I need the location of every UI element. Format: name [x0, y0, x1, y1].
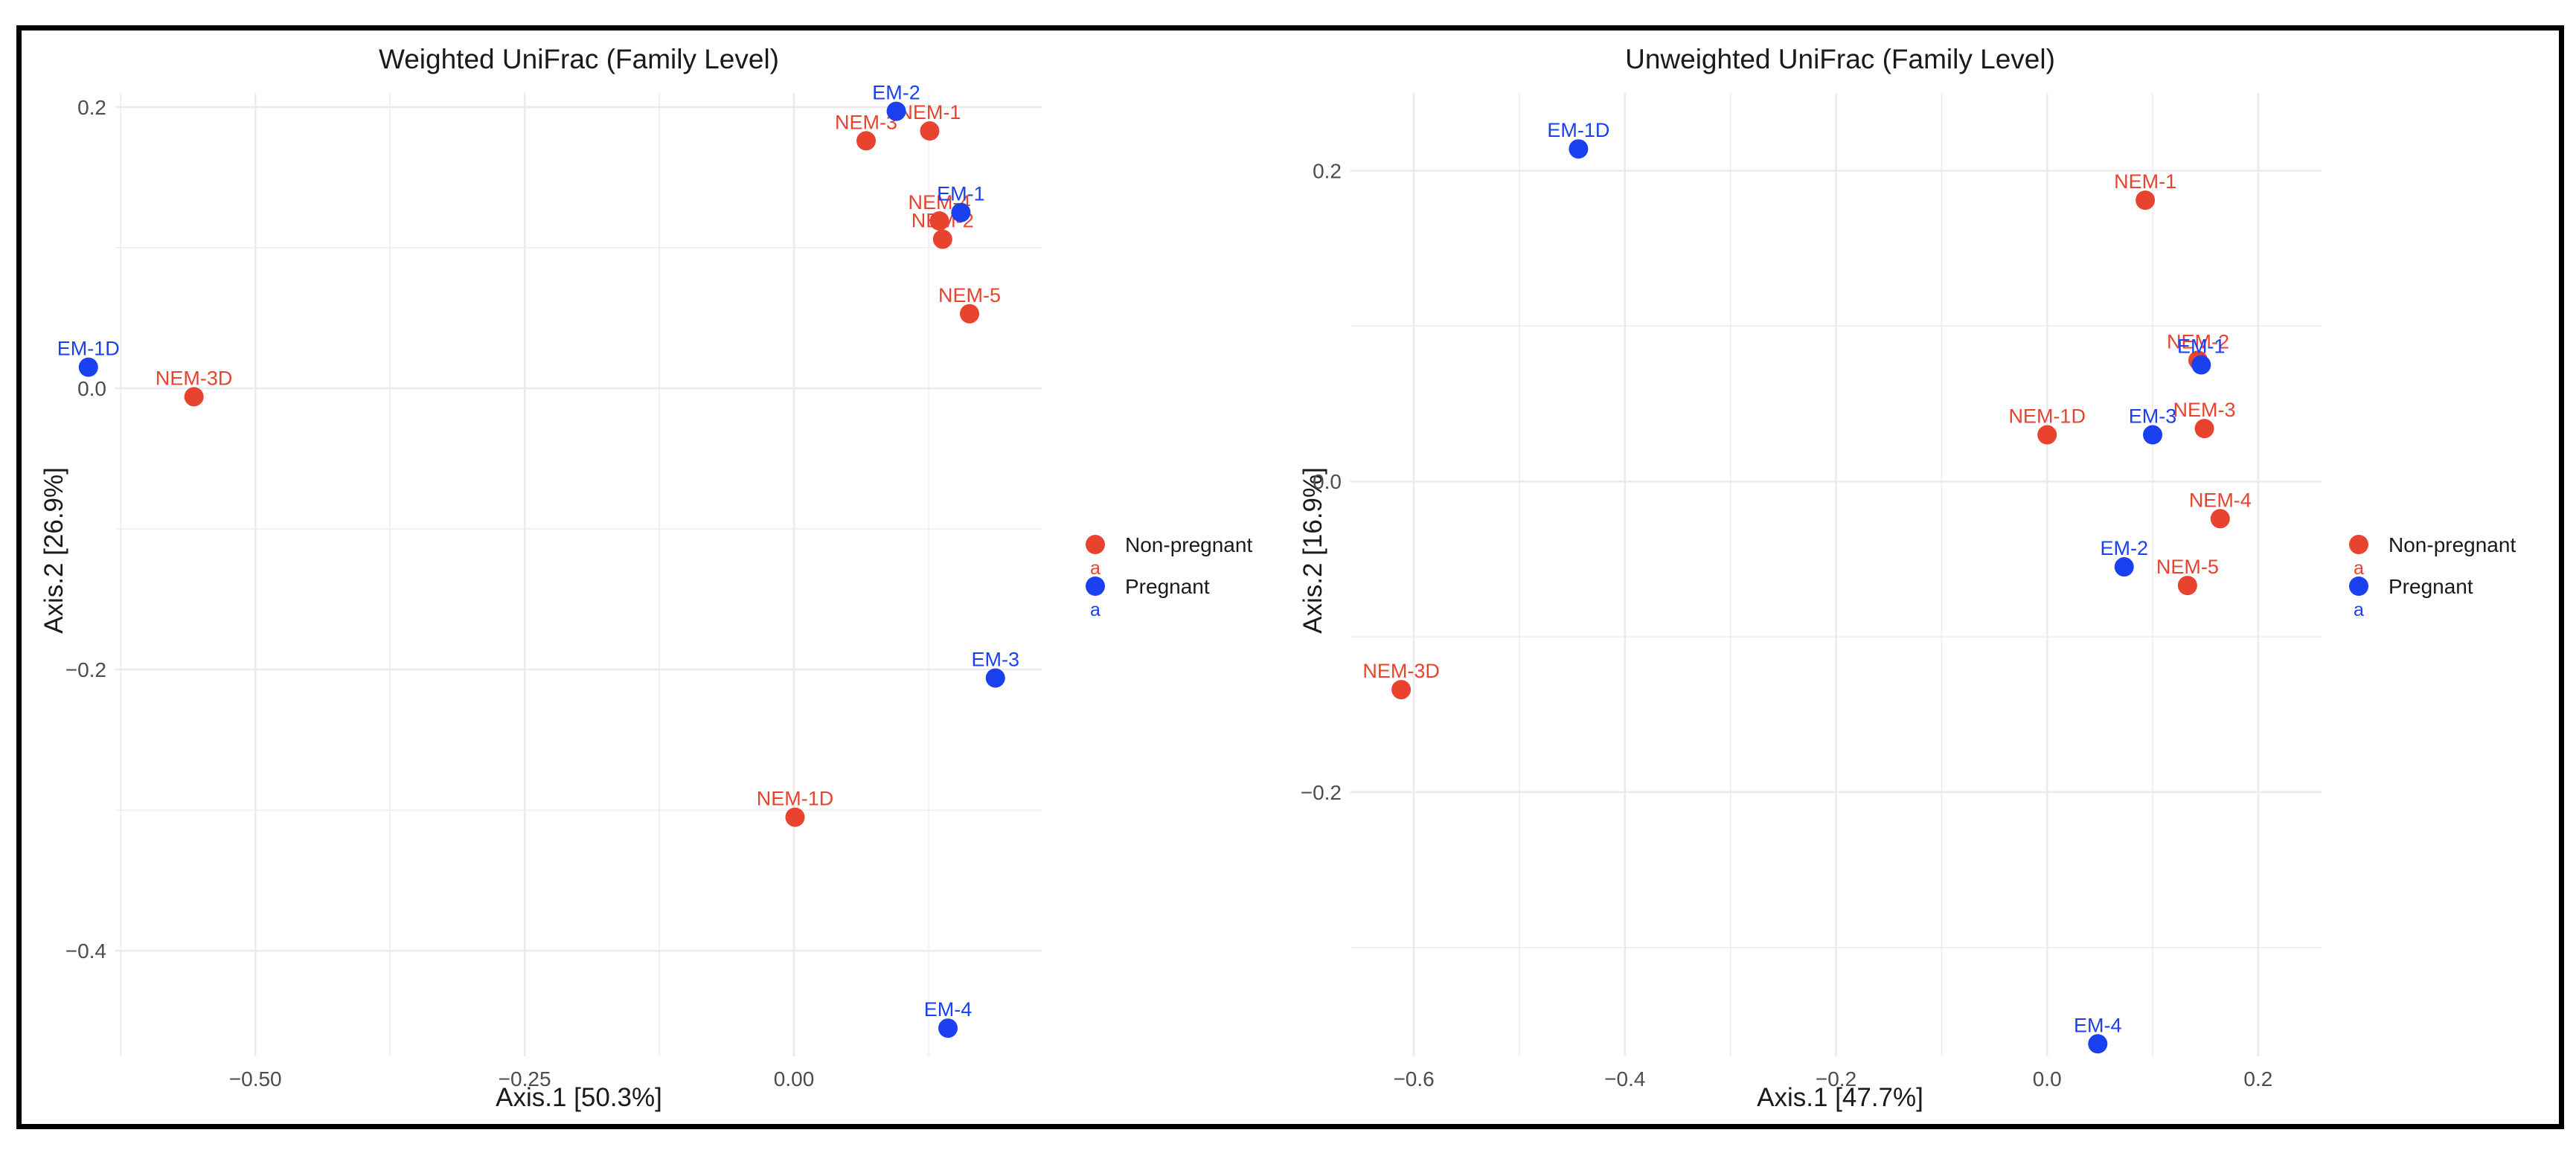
y-axis-label: Axis.2 [16.9%]: [1298, 467, 1327, 634]
y-tick-label: 0.0: [77, 377, 106, 400]
point-label: NEM-3: [2173, 399, 2236, 421]
chart-title: Unweighted UniFrac (Family Level): [1625, 44, 2055, 74]
data-point[interactable]: [932, 229, 952, 249]
data-point[interactable]: [2114, 557, 2134, 577]
x-tick-label: 0.0: [2033, 1067, 2062, 1090]
point-label: NEM-3: [835, 111, 897, 133]
data-point[interactable]: [2210, 509, 2230, 529]
data-point[interactable]: [929, 211, 949, 231]
point-label: NEM-1: [898, 101, 961, 123]
x-tick-label: −0.50: [229, 1067, 282, 1090]
point-label: EM-4: [924, 998, 973, 1021]
point-label: EM-1: [937, 183, 985, 205]
x-tick-label: 0.00: [774, 1067, 815, 1090]
point-label: EM-2: [2100, 537, 2148, 559]
x-axis-label: Axis.1 [50.3%]: [496, 1083, 662, 1112]
data-point[interactable]: [856, 131, 877, 151]
data-point[interactable]: [960, 303, 980, 324]
point-label: EM-3: [2129, 405, 2177, 428]
legend-label: Non-pregnant: [1125, 533, 1252, 556]
data-point[interactable]: [2177, 576, 2197, 596]
point-label: NEM-2: [2167, 330, 2229, 353]
x-tick-label: −0.4: [1604, 1067, 1645, 1090]
data-point[interactable]: [785, 807, 805, 827]
x-tick-label: −0.6: [1393, 1067, 1434, 1090]
point-label: EM-3: [971, 648, 1019, 670]
data-point[interactable]: [920, 121, 940, 141]
y-axis-label: Axis.2 [26.9%]: [39, 467, 68, 634]
point-label: NEM-3D: [1362, 660, 1440, 682]
point-label: NEM-5: [2156, 556, 2219, 578]
legend-key: [1086, 535, 1105, 554]
data-point[interactable]: [1391, 680, 1412, 700]
y-tick-label: 0.0: [1313, 470, 1342, 493]
legend-sublabel: a: [2354, 600, 2364, 620]
legend: Non-pregnant a Pregnant a: [2349, 533, 2516, 620]
unweighted-unifrac-panel: Unweighted UniFrac (Family Level) Axis.1…: [1298, 44, 2516, 1112]
data-point[interactable]: [78, 357, 98, 377]
data-point[interactable]: [938, 1018, 958, 1038]
series-pregnant: EM-2 EM-1 EM-1D EM-3 EM-4: [57, 82, 1019, 1038]
point-label: EM-1: [2177, 335, 2226, 358]
legend-key: [1086, 576, 1105, 596]
data-point[interactable]: [2136, 190, 2156, 211]
gridlines: [115, 93, 1042, 1056]
point-label: EM-1D: [1547, 119, 1609, 141]
data-point[interactable]: [184, 387, 204, 407]
data-point[interactable]: [2037, 425, 2057, 445]
x-tick-label: −0.2: [1816, 1067, 1856, 1090]
y-tick-label: −0.4: [65, 939, 106, 963]
y-tick-label: −0.2: [1301, 781, 1342, 804]
data-point[interactable]: [2088, 1034, 2108, 1054]
data-point[interactable]: [951, 202, 971, 222]
point-label: NEM-1: [2114, 170, 2176, 193]
legend-label: Pregnant: [2388, 575, 2473, 598]
point-label: NEM-1D: [757, 788, 834, 810]
data-point[interactable]: [985, 668, 1005, 688]
legend-key: [2349, 535, 2368, 554]
y-tick-label: 0.2: [77, 96, 106, 119]
legend-sublabel: a: [1090, 558, 1100, 579]
data-point[interactable]: [2191, 355, 2211, 375]
point-label: NEM-5: [938, 284, 1001, 306]
legend-label: Non-pregnant: [2388, 533, 2516, 556]
x-tick-label: −0.25: [499, 1067, 551, 1090]
point-label: NEM-4: [2189, 489, 2252, 511]
point-label: NEM-1D: [2008, 405, 2086, 428]
point-label: EM-2: [872, 82, 920, 104]
x-tick-label: 0.2: [2243, 1067, 2272, 1090]
data-point[interactable]: [886, 101, 906, 121]
figure-frame: [16, 25, 2564, 1129]
series-pregnant: EM-1D EM-1 EM-3 EM-2 EM-4: [1547, 119, 2226, 1054]
legend-key: [2349, 576, 2368, 596]
y-tick-label: 0.2: [1313, 159, 1342, 182]
point-label: EM-4: [2074, 1014, 2122, 1036]
data-point[interactable]: [2143, 425, 2163, 445]
chart-title: Weighted UniFrac (Family Level): [379, 44, 779, 74]
legend-sublabel: a: [2354, 558, 2364, 579]
legend: Non-pregnant a Pregnant a: [1086, 533, 1252, 620]
gridlines: [1351, 93, 2322, 1056]
data-point[interactable]: [2194, 419, 2214, 439]
y-tick-label: −0.2: [65, 658, 106, 681]
legend-label: Pregnant: [1125, 575, 1210, 598]
series-non-pregnant: NEM-1 NEM-2 NEM-1D NEM-3 NEM-4 NEM-5 NEM-3D: [1362, 170, 2252, 700]
legend-sublabel: a: [1090, 600, 1100, 620]
data-point[interactable]: [1569, 139, 1589, 159]
x-axis-label: Axis.1 [47.7%]: [1757, 1083, 1923, 1112]
point-label: EM-1D: [57, 338, 120, 360]
weighted-unifrac-panel: Weighted UniFrac (Family Level) Axis.1 […: [39, 44, 1252, 1112]
point-label: NEM-3D: [156, 367, 233, 389]
